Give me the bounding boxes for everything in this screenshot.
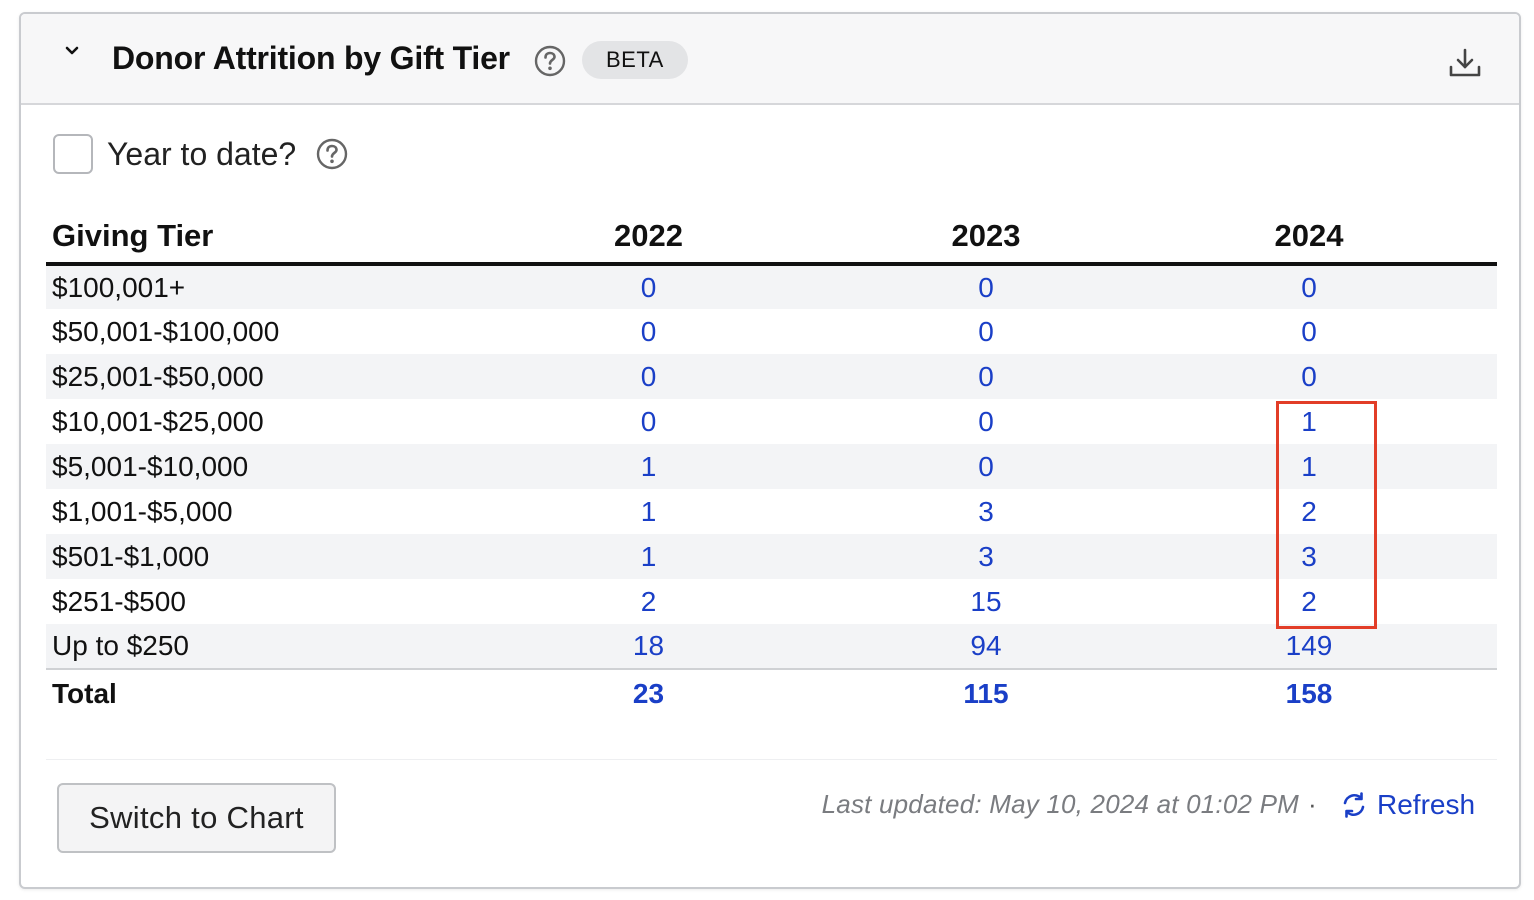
count-link[interactable]: 0 xyxy=(978,450,994,482)
count-link[interactable]: 0 xyxy=(640,271,657,303)
table-row: $501-$1,000 1 3 3 xyxy=(46,534,1497,579)
total-link[interactable]: 23 xyxy=(446,668,851,717)
column-header-2022: 2022 xyxy=(446,212,851,266)
table-row: $100,001+ 0 0 0 xyxy=(46,264,1497,309)
count-link[interactable]: 3 xyxy=(978,540,994,572)
refresh-label: Refresh xyxy=(1377,789,1476,820)
total-label: Total xyxy=(46,668,446,717)
tier-label: $1,001-$5,000 xyxy=(52,495,233,527)
separator-dot: · xyxy=(1308,789,1317,819)
tier-label: $501-$1,000 xyxy=(52,540,210,572)
card-header: Donor Attrition by Gift Tier BETA xyxy=(21,14,1519,105)
count-link[interactable]: 0 xyxy=(640,405,657,437)
count-link[interactable]: 0 xyxy=(1301,271,1317,303)
column-header-2023: 2023 xyxy=(851,212,1121,266)
count-link[interactable]: 0 xyxy=(978,271,994,303)
beta-badge: BETA xyxy=(582,41,688,79)
tier-label: $251-$500 xyxy=(52,585,186,617)
count-link[interactable]: 0 xyxy=(640,360,657,392)
count-link[interactable]: 3 xyxy=(1301,540,1317,572)
table-row: $1,001-$5,000 1 3 2 xyxy=(46,489,1497,534)
count-link[interactable]: 1 xyxy=(640,450,657,482)
count-link[interactable]: 0 xyxy=(1301,360,1317,392)
refresh-icon xyxy=(1343,792,1365,818)
tier-label: $50,001-$100,000 xyxy=(52,315,280,347)
table-row: $5,001-$10,000 1 0 1 xyxy=(46,444,1497,489)
table-header-row: Giving Tier 2022 2023 2024 xyxy=(46,212,1497,266)
refresh-button[interactable]: Refresh xyxy=(1339,788,1475,822)
count-link[interactable]: 2 xyxy=(1301,585,1317,617)
attrition-table: Giving Tier 2022 2023 2024 $100,001+ 0 0… xyxy=(46,212,1497,717)
table-row: $251-$500 2 15 2 xyxy=(46,579,1497,624)
tier-label: $100,001+ xyxy=(52,271,186,303)
help-icon[interactable] xyxy=(316,138,348,175)
chevron-down-icon[interactable] xyxy=(61,40,83,62)
count-link[interactable]: 0 xyxy=(978,405,994,437)
download-icon[interactable] xyxy=(1447,45,1483,81)
total-link[interactable]: 158 xyxy=(1121,668,1497,717)
count-link[interactable]: 0 xyxy=(978,360,994,392)
count-link[interactable]: 15 xyxy=(970,585,1002,617)
count-link[interactable]: 1 xyxy=(640,495,657,527)
count-link[interactable]: 2 xyxy=(640,585,657,617)
card-title: Donor Attrition by Gift Tier xyxy=(112,40,510,76)
footer-divider xyxy=(46,759,1497,760)
count-link[interactable]: 0 xyxy=(640,315,657,347)
ytd-label: Year to date? xyxy=(107,136,297,172)
count-link[interactable]: 0 xyxy=(978,315,994,347)
table-row: $50,001-$100,000 0 0 0 xyxy=(46,309,1497,354)
count-link[interactable]: 18 xyxy=(632,630,665,661)
tier-label: Up to $250 xyxy=(52,630,189,661)
tier-label: $10,001-$25,000 xyxy=(52,405,264,437)
last-updated-text: Last updated: May 10, 2024 at 01:02 PM xyxy=(821,789,1299,819)
count-link[interactable]: 3 xyxy=(978,495,994,527)
count-link[interactable]: 1 xyxy=(1301,405,1317,437)
help-icon[interactable] xyxy=(534,45,566,82)
total-row: Total 23 115 158 xyxy=(46,668,1497,717)
table-row: $25,001-$50,000 0 0 0 xyxy=(46,354,1497,399)
count-link[interactable]: 0 xyxy=(1301,315,1317,347)
count-link[interactable]: 149 xyxy=(1285,630,1333,661)
switch-to-chart-button[interactable]: Switch to Chart xyxy=(57,783,336,853)
total-link[interactable]: 115 xyxy=(851,668,1121,717)
ytd-checkbox[interactable] xyxy=(53,134,93,174)
table-row: $10,001-$25,000 0 0 1 xyxy=(46,399,1497,444)
table-row: Up to $250 18 94 149 xyxy=(46,624,1497,669)
count-link[interactable]: 94 xyxy=(970,630,1002,661)
tier-label: $5,001-$10,000 xyxy=(52,450,249,482)
column-header-2024: 2024 xyxy=(1121,212,1497,266)
count-link[interactable]: 1 xyxy=(640,540,657,572)
count-link[interactable]: 1 xyxy=(1301,450,1317,482)
donor-attrition-card: Donor Attrition by Gift Tier BETA Year t… xyxy=(19,12,1521,889)
column-header-tier: Giving Tier xyxy=(46,212,446,266)
tier-label: $25,001-$50,000 xyxy=(52,360,264,392)
count-link[interactable]: 2 xyxy=(1301,495,1317,527)
